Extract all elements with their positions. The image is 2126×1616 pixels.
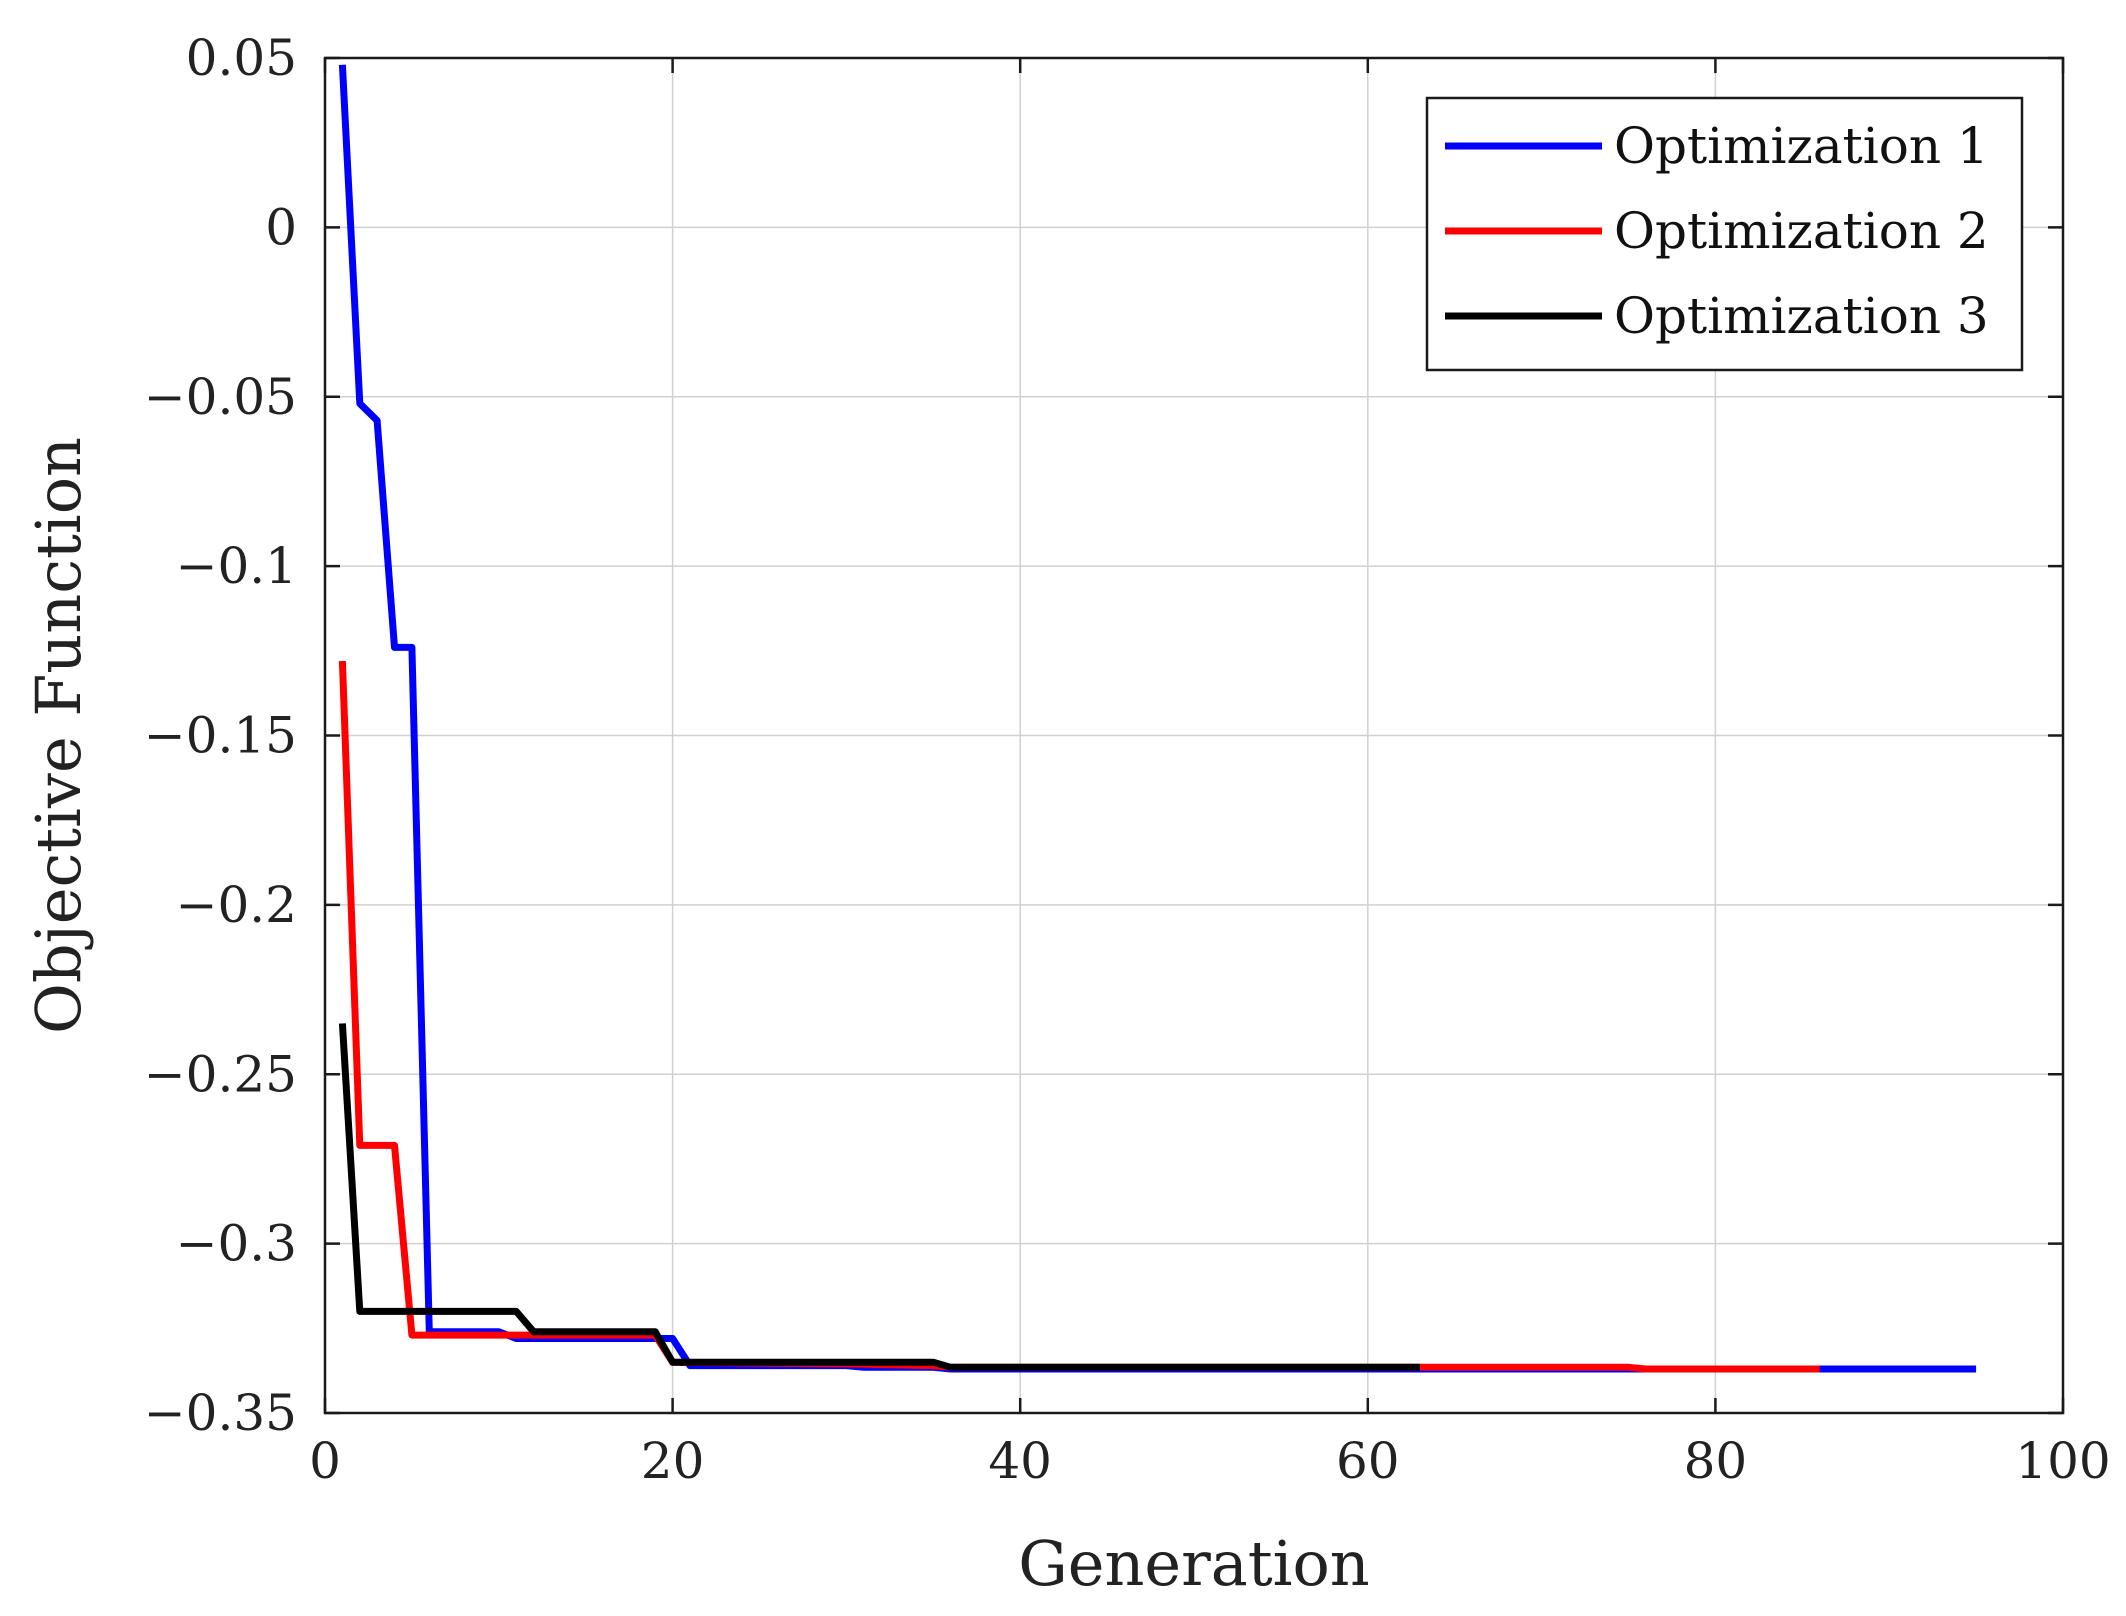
y-tick-label: −0.15 xyxy=(144,707,297,765)
legend-label-3: Optimization 3 xyxy=(1614,287,1989,345)
x-tick-label: 80 xyxy=(1684,1432,1748,1490)
y-tick-label: 0 xyxy=(265,198,297,256)
x-axis-title: Generation xyxy=(1018,1527,1369,1600)
ticks xyxy=(323,56,2065,1415)
legend-label-1: Optimization 1 xyxy=(1614,117,1989,175)
y-tick-label: −0.3 xyxy=(176,1215,297,1273)
x-tick-label: 40 xyxy=(988,1432,1052,1490)
y-tick-label: −0.05 xyxy=(144,368,297,426)
y-tick-label: −0.25 xyxy=(144,1045,297,1103)
legend-label-2: Optimization 2 xyxy=(1614,202,1989,260)
series-layer xyxy=(338,64,1977,1373)
x-tick-label: 60 xyxy=(1336,1432,1400,1490)
x-tick-label: 20 xyxy=(641,1432,705,1490)
tick-labels: 0 20 40 60 80 100 0.05 0 −0.05 −0.1 −0.15 −0.2 −0.25… xyxy=(144,29,2111,1490)
x-tick-label: 0 xyxy=(309,1432,341,1490)
y-axis-title: Objective Function xyxy=(22,437,95,1034)
series-line-3 xyxy=(338,1023,1420,1371)
grid xyxy=(325,58,2063,1413)
y-tick-label: −0.1 xyxy=(176,537,297,595)
legend: Optimization 1 Optimization 2 Optimization… xyxy=(1425,96,2024,372)
y-tick-label: −0.2 xyxy=(176,876,297,934)
y-tick-label: −0.35 xyxy=(144,1384,297,1442)
x-tick-label: 100 xyxy=(2015,1432,2110,1490)
series-line-2 xyxy=(338,660,1820,1373)
y-tick-label: 0.05 xyxy=(186,29,297,87)
